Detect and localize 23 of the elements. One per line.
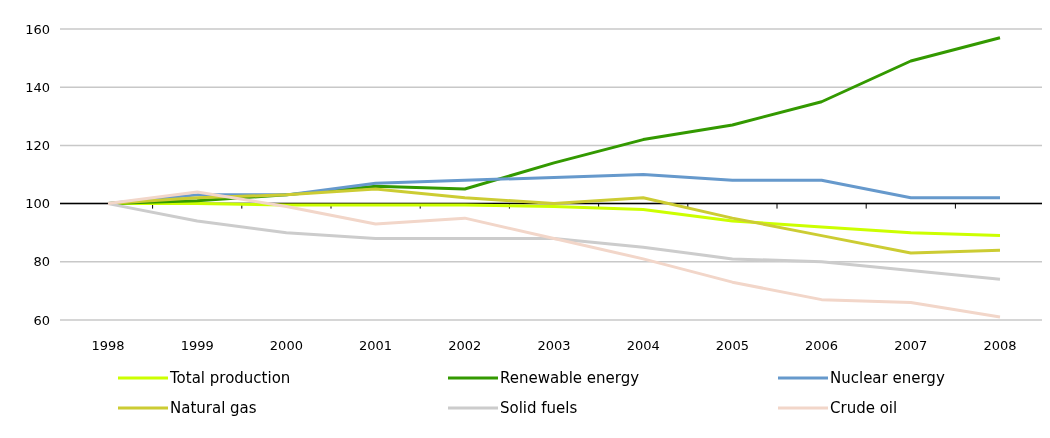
x-tick-label: 2004 <box>626 338 660 353</box>
x-tick-label: 1998 <box>91 338 125 353</box>
y-tick-label: 80 <box>33 254 50 270</box>
legend-label: Solid fuels <box>500 399 578 418</box>
x-tick-label: 2002 <box>448 338 482 353</box>
legend-label: Natural gas <box>170 399 257 418</box>
y-tick-label: 120 <box>25 137 50 153</box>
legend-label: Renewable energy <box>500 369 640 388</box>
x-tick-label: 2003 <box>537 338 571 353</box>
legend-label: Total production <box>169 369 291 388</box>
y-tick-label: 60 <box>33 312 50 328</box>
y-tick-label: 160 <box>25 21 50 37</box>
legend-label: Nuclear energy <box>830 369 945 388</box>
x-tick-label: 2001 <box>359 338 393 353</box>
x-tick-label: 2008 <box>983 338 1017 353</box>
x-tick-label: 2007 <box>894 338 928 353</box>
x-tick-label: 2000 <box>269 338 303 353</box>
y-tick-label: 140 <box>25 79 50 95</box>
x-tick-label: 2005 <box>715 338 749 353</box>
x-tick-label: 2006 <box>805 338 839 353</box>
legend-label: Crude oil <box>830 399 898 418</box>
y-tick-label: 100 <box>25 196 50 212</box>
x-tick-label: 1999 <box>180 338 214 353</box>
